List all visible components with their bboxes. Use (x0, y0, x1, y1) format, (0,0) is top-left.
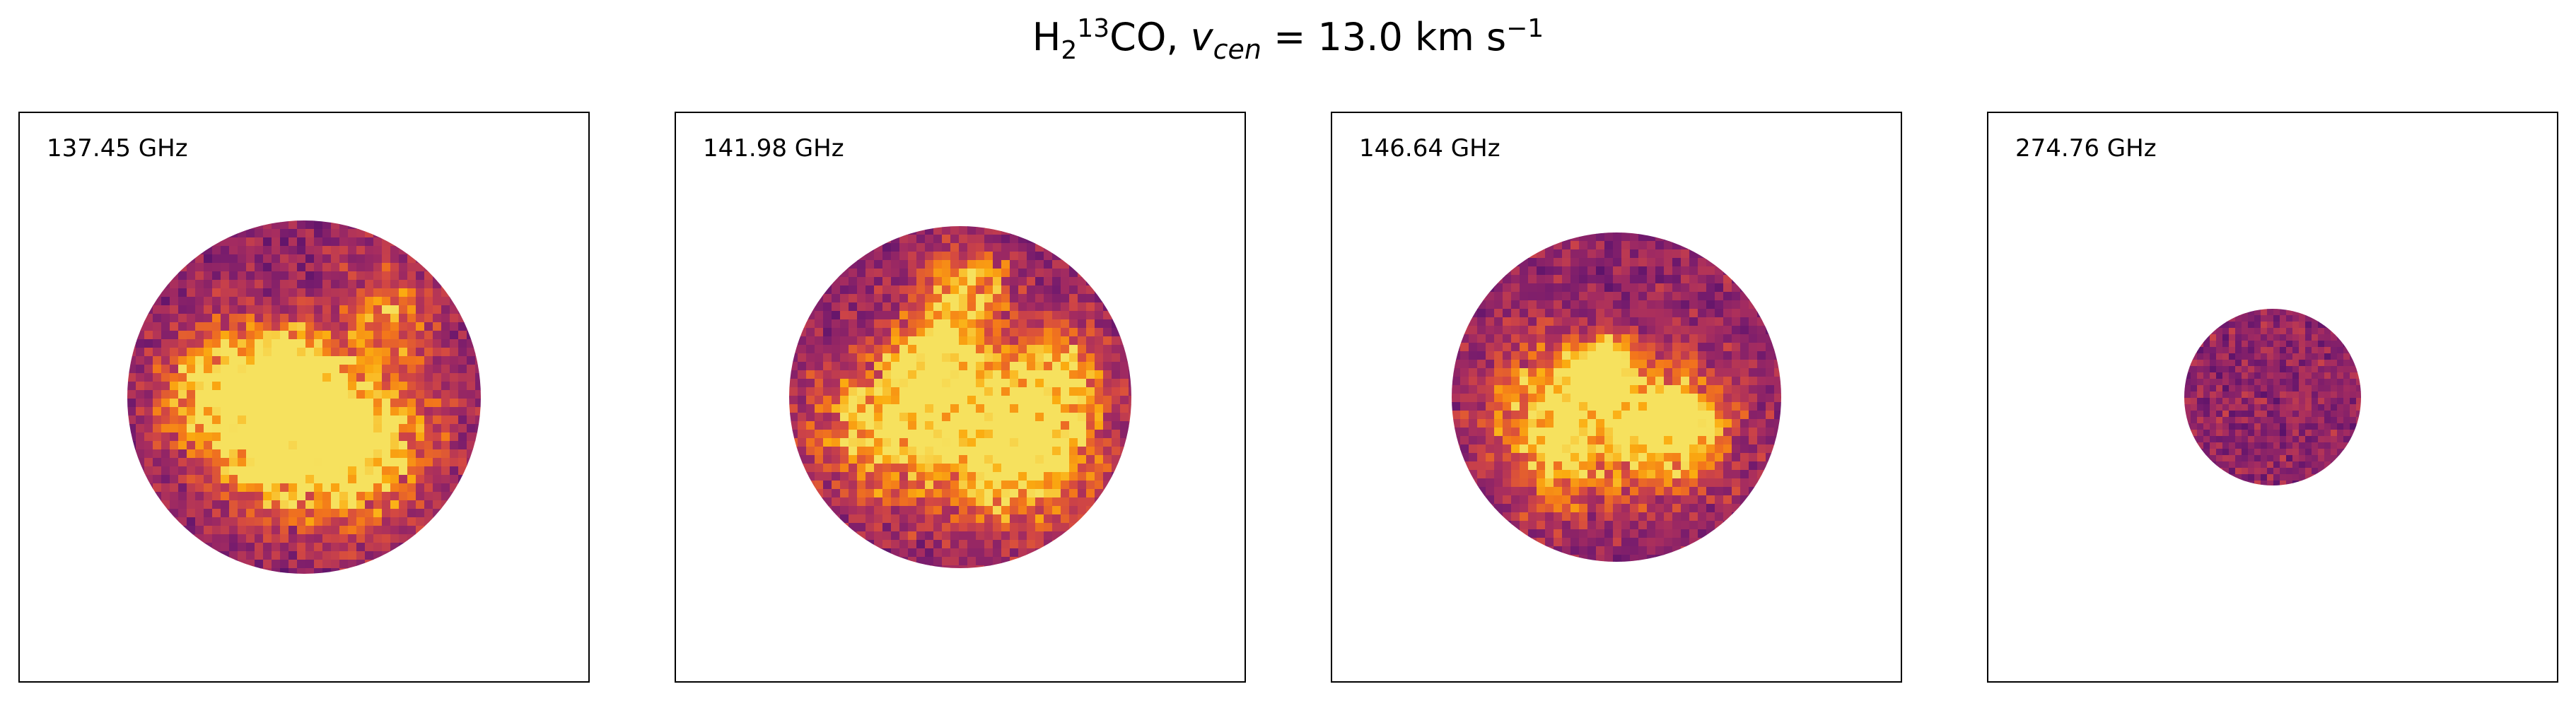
intensity-map (789, 226, 1131, 568)
noise-field (2184, 309, 2361, 485)
channel-map-panel-1: 137.45 GHz (18, 112, 590, 683)
intensity-map (2184, 309, 2361, 485)
noise-field (1452, 232, 1781, 562)
noise-field (789, 226, 1131, 568)
noise-field (127, 220, 481, 574)
panel-frequency-label: 137.45 GHz (47, 134, 188, 163)
panel-frequency-label: 146.64 GHz (1359, 134, 1500, 163)
intensity-map (1452, 232, 1781, 562)
figure-title: H213CO, vcen = 13.0 km s−1 (1032, 14, 1544, 65)
channel-map-panel-4: 274.76 GHz (1987, 112, 2558, 683)
intensity-map (127, 220, 481, 574)
channel-map-panel-2: 141.98 GHz (675, 112, 1246, 683)
channel-map-panel-3: 146.64 GHz (1331, 112, 1902, 683)
panel-frequency-label: 141.98 GHz (703, 134, 844, 163)
panel-frequency-label: 274.76 GHz (2015, 134, 2157, 163)
